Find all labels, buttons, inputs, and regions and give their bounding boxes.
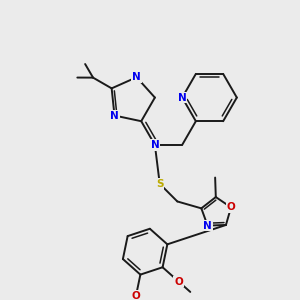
Text: N: N — [178, 93, 187, 103]
Text: N: N — [151, 140, 159, 150]
Text: O: O — [226, 202, 236, 212]
Text: N: N — [110, 110, 119, 121]
Text: O: O — [174, 277, 183, 286]
Text: S: S — [156, 179, 164, 189]
Text: N: N — [203, 220, 212, 231]
Text: O: O — [132, 291, 140, 300]
Text: N: N — [132, 72, 141, 82]
